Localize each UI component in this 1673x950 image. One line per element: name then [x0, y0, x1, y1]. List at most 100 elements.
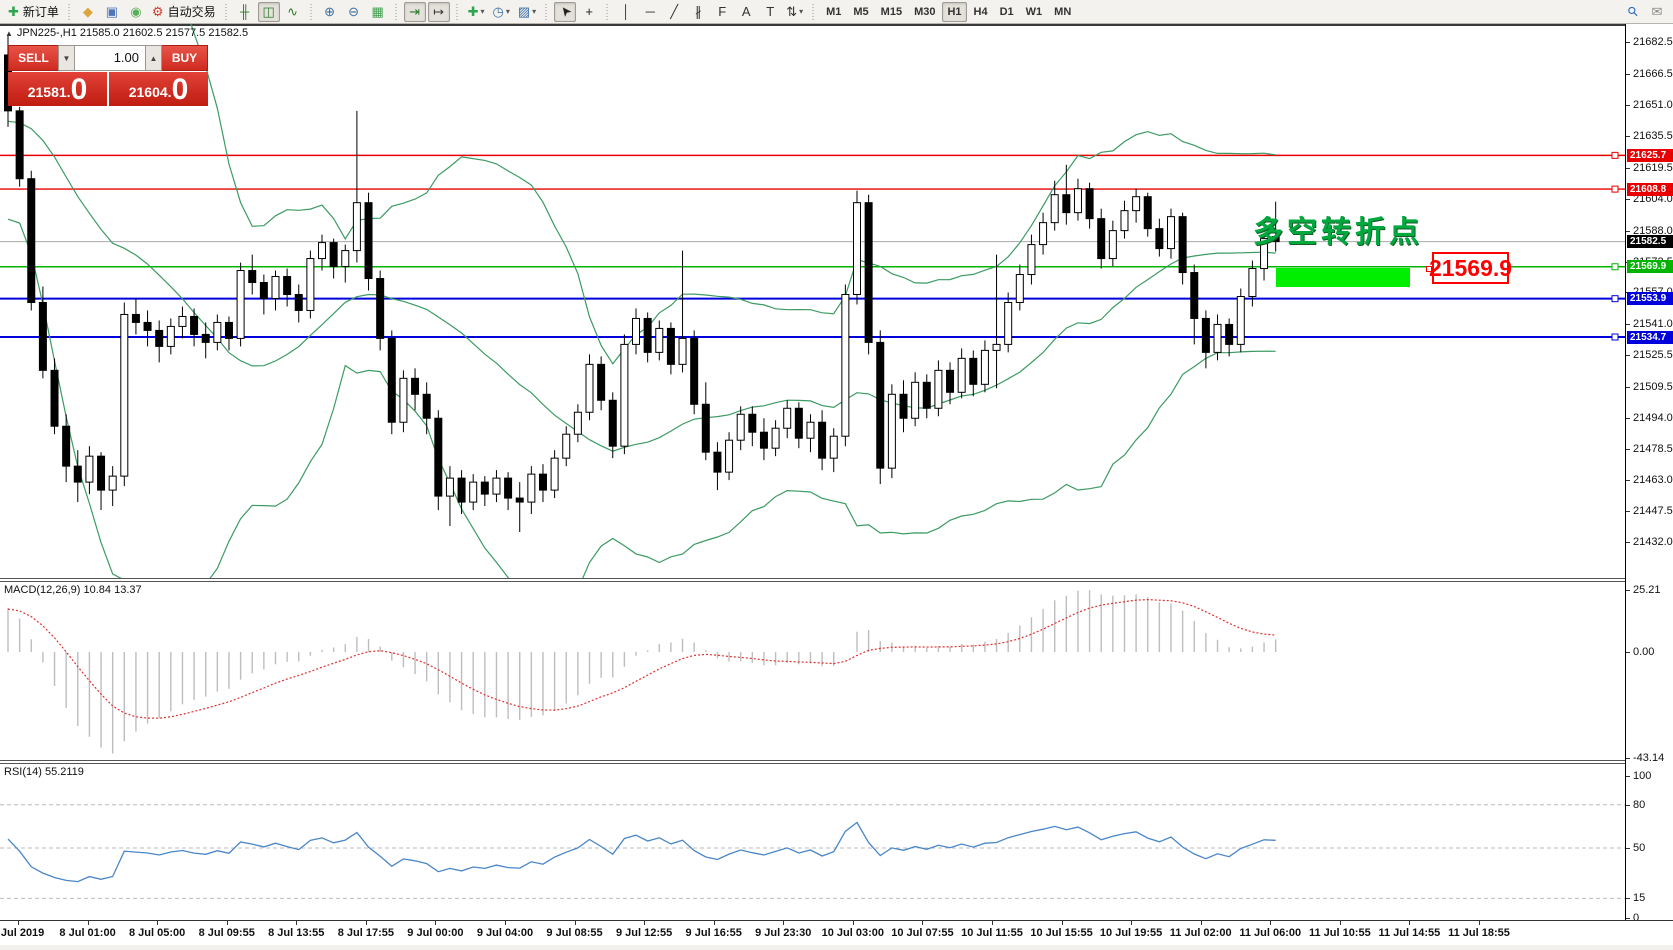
- timeframe-w1-button[interactable]: W1: [1021, 2, 1048, 22]
- candlestick: [934, 360, 943, 417]
- zoom-out-button[interactable]: ⊖: [343, 2, 365, 22]
- candlestick-chart-button[interactable]: ◫: [257, 1, 280, 22]
- candlestick: [201, 322, 210, 359]
- dropdown-arrow-icon[interactable]: ▾: [480, 7, 485, 16]
- news-signal-button[interactable]: ◉: [125, 2, 147, 22]
- macd-tick: [1626, 590, 1630, 592]
- candlestick: [108, 466, 117, 507]
- line-price-label[interactable]: 21608.8: [1627, 182, 1673, 196]
- text-button[interactable]: A: [735, 2, 757, 22]
- candlestick: [632, 308, 641, 355]
- timeframe-mn-button[interactable]: MN: [1049, 2, 1076, 22]
- macd-indicator-pane[interactable]: [0, 582, 1625, 760]
- chart-window[interactable]: 21682.5 21666.5 21651.0 21635.5 21619.5 21604…: [0, 24, 1673, 950]
- price-axis[interactable]: 21682.5 21666.5 21651.0 21635.5 21619.5 21604…: [1625, 24, 1673, 924]
- candlestick: [504, 472, 513, 511]
- sell-button[interactable]: SELL: [8, 45, 58, 71]
- highlight-rectangle[interactable]: [1276, 268, 1410, 287]
- text-label-button[interactable]: T: [759, 2, 781, 22]
- candlestick: [864, 194, 873, 355]
- candlestick: [980, 340, 989, 393]
- fibonacci-button[interactable]: F: [711, 2, 733, 22]
- line-anchor-marker[interactable]: [1611, 151, 1619, 159]
- dropdown-arrow-icon[interactable]: ▾: [799, 7, 804, 16]
- timeframe-h4-button[interactable]: H4: [969, 2, 993, 22]
- timeframe-m30-button[interactable]: M30: [909, 2, 940, 22]
- new-order-button[interactable]: ✚ 新订单: [5, 2, 62, 22]
- vertical-line-button[interactable]: │: [615, 2, 637, 22]
- price-tick: [1626, 42, 1630, 43]
- candlestick: [759, 418, 768, 461]
- chart-shift-button[interactable]: ↦: [427, 1, 450, 22]
- volume-input[interactable]: 1.00: [75, 45, 145, 71]
- candlestick: [364, 192, 373, 291]
- rsi-tick: [1626, 898, 1630, 900]
- buy-price-display[interactable]: 21604. 0: [109, 72, 208, 106]
- arrows-button[interactable]: ⇅ ▾: [783, 2, 806, 22]
- profiles-button[interactable]: ◆: [77, 2, 99, 22]
- timeframe-d1-button[interactable]: D1: [995, 2, 1019, 22]
- candlestick: [341, 244, 350, 283]
- auto-trading-button[interactable]: ⚙ 自动交易: [149, 2, 219, 22]
- line-anchor-marker[interactable]: [1611, 333, 1619, 341]
- line-anchor-marker[interactable]: [1611, 185, 1619, 193]
- indicators-button[interactable]: ✚ ▾: [465, 2, 488, 22]
- vertical-line-icon: │: [622, 4, 631, 19]
- time-tick-label: 11 Jul 10:55: [1308, 927, 1371, 939]
- line-price-label[interactable]: 21553.9: [1627, 292, 1673, 306]
- chart-expander-icon[interactable]: ▲: [5, 29, 13, 38]
- candlestick: [655, 320, 664, 361]
- buy-button[interactable]: BUY: [162, 45, 208, 71]
- line-price-label[interactable]: 21534.7: [1627, 330, 1673, 344]
- sell-price-display[interactable]: 21581. 0: [8, 72, 107, 106]
- line-chart-button[interactable]: ∿: [282, 2, 304, 22]
- price-tick: [1626, 355, 1630, 357]
- cursor-button[interactable]: ➤: [554, 1, 577, 22]
- line-price-label[interactable]: 21569.9: [1627, 260, 1673, 274]
- data-window-button[interactable]: ▣: [101, 2, 123, 22]
- time-tick: [922, 921, 924, 925]
- timeframe-h1-button[interactable]: H1: [942, 1, 967, 22]
- line-anchor-marker[interactable]: [1611, 295, 1619, 303]
- volume-increase-button[interactable]: ▲: [145, 45, 162, 71]
- time-tick: [644, 921, 646, 925]
- line-price-label[interactable]: 21625.7: [1627, 148, 1673, 162]
- timeframe-m15-button[interactable]: M15: [876, 2, 907, 22]
- volume-decrease-button[interactable]: ▼: [58, 45, 75, 71]
- periods-button[interactable]: ◷ ▾: [490, 2, 513, 22]
- main-price-chart[interactable]: [0, 24, 1625, 578]
- profiles-icon: ◆: [82, 4, 93, 19]
- time-tick: [991, 921, 993, 925]
- line-anchor-marker[interactable]: [1611, 263, 1619, 271]
- time-tick-label: 9 Jul 04:00: [476, 927, 534, 939]
- horizontal-line-button[interactable]: ─: [639, 2, 661, 22]
- candlestick: [957, 348, 966, 399]
- candlestick: [469, 474, 478, 511]
- pane-separator[interactable]: [0, 760, 1673, 764]
- time-axis[interactable]: 5 Jul 2019 8 Jul 01:00 8 Jul 05:00 8 Jul 09…: [0, 920, 1673, 950]
- price-callout-label[interactable]: 21569.9: [1429, 252, 1512, 284]
- tile-windows-button[interactable]: ▦: [367, 2, 389, 22]
- crosshair-button[interactable]: +: [578, 2, 600, 22]
- price-tick-label: 21463.0: [1633, 474, 1673, 487]
- equidistant-channel-button[interactable]: ∦: [687, 2, 709, 22]
- price-tick: [1626, 73, 1630, 75]
- cursor-icon: ➤: [555, 2, 575, 21]
- search-button[interactable]: ⚲: [1622, 2, 1644, 22]
- auto-scroll-button[interactable]: ⇥: [403, 1, 426, 22]
- candlestick: [1050, 180, 1059, 231]
- pane-separator[interactable]: [0, 578, 1673, 582]
- timeframe-m1-button[interactable]: M1: [821, 2, 846, 22]
- candlestick: [597, 356, 606, 411]
- templates-button[interactable]: ▨ ▾: [515, 2, 539, 22]
- bar-chart-button[interactable]: ╫: [234, 2, 256, 22]
- timeframe-m5-button[interactable]: M5: [848, 2, 873, 22]
- rsi-indicator-pane[interactable]: [0, 764, 1625, 920]
- candlestick: [27, 170, 36, 311]
- chat-button[interactable]: ✉: [1646, 2, 1668, 22]
- dropdown-arrow-icon[interactable]: ▾: [532, 7, 537, 16]
- dropdown-arrow-icon[interactable]: ▾: [505, 7, 510, 16]
- zoom-in-button[interactable]: ⊕: [319, 2, 341, 22]
- trendline-button[interactable]: ╱: [663, 2, 685, 22]
- macd-tick-label: -43.14: [1633, 751, 1665, 764]
